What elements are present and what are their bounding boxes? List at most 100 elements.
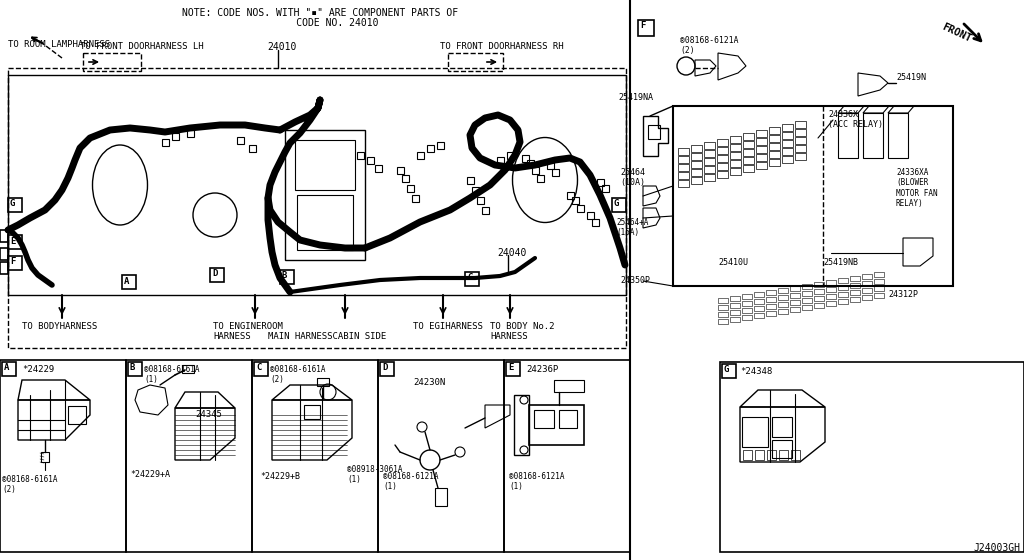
Bar bbox=[547, 161, 554, 169]
Bar bbox=[720, 362, 1024, 552]
Bar bbox=[772, 417, 792, 437]
Bar bbox=[754, 313, 764, 318]
Bar bbox=[8, 235, 22, 249]
Bar bbox=[8, 198, 22, 212]
Text: C: C bbox=[467, 273, 472, 282]
Bar bbox=[826, 301, 836, 306]
Bar bbox=[791, 450, 800, 460]
Bar bbox=[612, 198, 626, 212]
Bar bbox=[497, 156, 504, 164]
Bar bbox=[0, 230, 8, 242]
Bar bbox=[559, 410, 577, 428]
Bar bbox=[587, 212, 594, 218]
Bar bbox=[285, 130, 365, 260]
Text: G: G bbox=[724, 366, 729, 375]
Bar bbox=[814, 289, 824, 294]
Bar bbox=[506, 362, 520, 376]
Text: 24336X
(ACC RELAY): 24336X (ACC RELAY) bbox=[828, 110, 883, 129]
Bar bbox=[380, 362, 394, 376]
Text: ®08918-3061A
(1): ®08918-3061A (1) bbox=[347, 465, 402, 484]
Text: D: D bbox=[382, 363, 387, 372]
Bar bbox=[802, 291, 812, 296]
Bar bbox=[766, 290, 776, 295]
Text: TO ENGINEROOM: TO ENGINEROOM bbox=[213, 322, 283, 331]
Bar bbox=[826, 280, 836, 285]
Bar bbox=[742, 315, 752, 320]
Bar bbox=[317, 378, 329, 386]
Text: *24348: *24348 bbox=[740, 367, 772, 376]
Bar bbox=[742, 294, 752, 299]
Bar bbox=[566, 192, 573, 198]
Text: ®08168-6161A
(2): ®08168-6161A (2) bbox=[2, 475, 57, 494]
Bar bbox=[356, 152, 364, 158]
Text: 25419NA: 25419NA bbox=[618, 93, 653, 102]
Text: ®08168-6121A
(2): ®08168-6121A (2) bbox=[680, 36, 738, 55]
Bar bbox=[802, 284, 812, 289]
Bar bbox=[754, 299, 764, 304]
Bar bbox=[126, 360, 252, 552]
Text: F: F bbox=[10, 258, 15, 267]
Bar bbox=[571, 197, 579, 203]
Bar bbox=[767, 450, 776, 460]
Text: B: B bbox=[282, 272, 288, 281]
Bar bbox=[718, 319, 728, 324]
Bar bbox=[730, 310, 740, 315]
Bar bbox=[790, 307, 800, 312]
Text: D: D bbox=[212, 269, 217, 278]
Bar bbox=[378, 360, 504, 552]
Text: TO BODY No.2: TO BODY No.2 bbox=[490, 322, 555, 331]
Text: 24336XA
(BLOWER
MOTOR FAN
RELAY): 24336XA (BLOWER MOTOR FAN RELAY) bbox=[896, 168, 938, 208]
Bar bbox=[0, 262, 8, 274]
Text: NOTE: CODE NOS. WITH "▪" ARE COMPONENT PARTS OF: NOTE: CODE NOS. WITH "▪" ARE COMPONENT P… bbox=[182, 8, 458, 18]
Bar bbox=[252, 360, 378, 552]
Bar bbox=[122, 275, 136, 289]
Bar bbox=[838, 299, 848, 304]
Bar bbox=[41, 452, 49, 462]
Text: 24345: 24345 bbox=[195, 410, 222, 419]
Bar bbox=[597, 179, 603, 185]
Bar bbox=[718, 305, 728, 310]
Bar bbox=[427, 144, 433, 152]
Bar bbox=[401, 175, 409, 181]
Bar bbox=[304, 405, 319, 419]
Bar bbox=[295, 140, 355, 190]
Bar bbox=[237, 137, 244, 143]
Text: *24229+B: *24229+B bbox=[260, 472, 300, 481]
Bar bbox=[850, 297, 860, 302]
Bar bbox=[526, 160, 534, 166]
Bar bbox=[648, 125, 660, 139]
Bar bbox=[826, 294, 836, 299]
Bar bbox=[874, 293, 884, 298]
Text: MAIN HARNESSCABIN SIDE: MAIN HARNESSCABIN SIDE bbox=[268, 332, 386, 341]
Text: C: C bbox=[256, 363, 261, 372]
Bar bbox=[592, 218, 598, 226]
Bar bbox=[249, 144, 256, 152]
Text: 25419NB: 25419NB bbox=[823, 258, 858, 267]
Text: HARNESS: HARNESS bbox=[490, 332, 527, 341]
Bar bbox=[850, 283, 860, 288]
Text: B: B bbox=[130, 363, 135, 372]
Bar bbox=[778, 295, 788, 300]
Bar bbox=[754, 292, 764, 297]
Bar bbox=[465, 272, 479, 286]
Bar bbox=[476, 197, 483, 203]
Text: A: A bbox=[4, 363, 9, 372]
Text: 24236P: 24236P bbox=[526, 365, 558, 374]
Bar bbox=[8, 68, 626, 348]
Bar bbox=[162, 138, 169, 146]
Bar bbox=[481, 207, 488, 213]
Bar bbox=[254, 362, 268, 376]
Bar bbox=[755, 450, 764, 460]
Text: 24230N: 24230N bbox=[413, 378, 445, 387]
Bar bbox=[0, 360, 126, 552]
Text: TO BODYHARNESS: TO BODYHARNESS bbox=[22, 322, 97, 331]
Bar bbox=[449, 53, 503, 71]
Bar bbox=[417, 152, 424, 158]
Bar bbox=[375, 165, 382, 171]
Bar bbox=[814, 303, 824, 308]
Bar bbox=[718, 312, 728, 317]
Text: E: E bbox=[10, 236, 15, 245]
Bar bbox=[862, 274, 872, 279]
Bar bbox=[83, 53, 141, 71]
Text: 25464
(10A): 25464 (10A) bbox=[620, 168, 645, 188]
